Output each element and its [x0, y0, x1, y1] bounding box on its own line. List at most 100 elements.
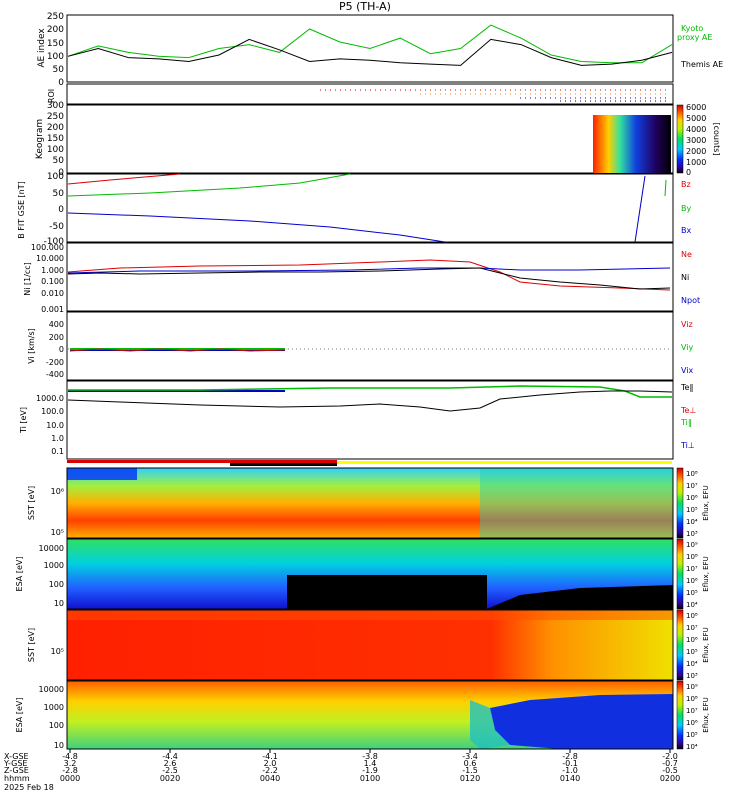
temperature-ytick: 0.1 [51, 447, 64, 456]
time-tick-1: -4.4 2.6 -2.5 0020 [160, 749, 180, 783]
mode-bar-black [230, 463, 337, 466]
sst-i-image [67, 610, 673, 680]
sst-i-ytick: 10⁵ [51, 647, 64, 656]
by-line [67, 173, 351, 197]
tick-hhmm: 0000 [60, 774, 80, 783]
row-label-x-gse: X-GSE [4, 752, 29, 761]
keogram-cbar-tick: 2000 [686, 147, 706, 156]
esa-e-cbar-tick: 10⁶ [686, 577, 698, 585]
esa-e-cbar-tick: 10⁸ [686, 553, 698, 561]
tick-z-gse: -2.8 [62, 766, 78, 775]
keogram-ytick: 200 [47, 123, 64, 133]
esa-e-colorbar [676, 538, 684, 610]
ni-line [67, 267, 671, 290]
bfgm-frame [66, 173, 674, 243]
sst-i-cbar-tick: 10³ [686, 672, 698, 680]
keogram-frame [66, 104, 674, 174]
tick-hhmm: 0200 [660, 774, 680, 783]
tick-z-gse: -0.5 [662, 766, 678, 775]
npot-line [67, 267, 671, 274]
density-yticks: 100.000 10.000 1.000 0.100 0.010 0.001 [31, 243, 64, 314]
ae-ytick: 250 [47, 12, 64, 22]
tick-z-gse: -1.5 [462, 766, 478, 775]
density-ytick: 0.100 [41, 277, 64, 286]
tick-hhmm: 0100 [360, 774, 380, 783]
tick-y-gse: -0.7 [662, 759, 678, 768]
temperature-panel: Ti [eV] 1000.0 100.0 10.0 1.0 0.1 Te‖ Te… [19, 380, 696, 460]
ae-yticks: 250 200 150 100 50 0 [47, 12, 64, 88]
time-tick-3: -3.8 1.4 -1.9 0100 [360, 749, 380, 783]
esa-i-ytick: 100 [49, 721, 64, 730]
esa-i-blue-region [490, 694, 673, 749]
velocity-ylabel: Vi [km/s] [27, 328, 36, 364]
bx-line-late [634, 175, 646, 243]
keogram-ytick: 250 [47, 112, 64, 122]
sst-e-colorbar-label: Eflux, EFU [702, 485, 710, 520]
density-ytick: 0.010 [41, 289, 64, 298]
temperature-ytick: 1.0 [51, 434, 64, 443]
esa-i-cbar-tick: 10⁹ [686, 683, 698, 691]
tick-y-gse: -0.1 [562, 759, 578, 768]
sst-e-cbar-tick: 10⁶ [686, 494, 698, 502]
keogram-image [593, 115, 671, 173]
velocity-yticks: 400 200 0 -200 -400 [46, 320, 64, 379]
sst-i-cbar-tick: 10⁶ [686, 636, 698, 644]
legend-themis-ae: Themis AE [680, 60, 723, 69]
esa-e-black-region [287, 575, 487, 609]
sst-i-ylabel: SST [eV] [27, 628, 36, 662]
tick-hhmm: 0040 [260, 774, 280, 783]
ae-ytick: 150 [47, 39, 64, 49]
keogram-cbar-tick: 6000 [686, 103, 706, 112]
tick-hhmm: 0120 [460, 774, 480, 783]
temperature-ytick: 1000.0 [36, 394, 64, 403]
tick-y-gse: 2.0 [264, 759, 277, 768]
ae-series-line [67, 38, 673, 66]
density-ytick: 0.001 [41, 305, 64, 314]
bfgm-ytick: 100 [47, 172, 64, 182]
esa-e-cbar-tick: 10⁷ [686, 565, 698, 573]
tick-x-gse: -4.1 [262, 752, 278, 761]
density-ytick: 100.000 [31, 243, 64, 252]
by-line-late [664, 179, 667, 197]
sst-i-cbar-tick: 10⁷ [686, 624, 698, 632]
tick-x-gse: -3.4 [462, 752, 478, 761]
keogram-cbar-tick: 3000 [686, 136, 706, 145]
legend-ti-par: Ti‖ [680, 418, 692, 427]
tick-hhmm: 0140 [560, 774, 580, 783]
ae-ytick: 0 [58, 78, 64, 88]
esa-i-cbar-tick: 10⁵ [686, 731, 698, 739]
esa-e-cbar-tick: 10⁹ [686, 541, 698, 549]
density-frame [66, 242, 674, 312]
bfgm-ytick: 50 [53, 189, 65, 199]
sst-e-colorbar [676, 467, 684, 539]
bfgm-ytick: -100 [44, 237, 65, 247]
tick-y-gse: 1.4 [364, 759, 377, 768]
row-label-hhmm: hhmm [4, 774, 30, 783]
esa-i-panel: ESA [eV] 10000 1000 100 10 10⁹ 10⁸ 10⁷ 1… [15, 680, 710, 751]
esa-i-cbar-tick: 10⁴ [686, 743, 698, 751]
sst-e-cbar-tick: 10⁸ [686, 470, 698, 478]
legend-ne: Ne [681, 250, 692, 259]
keogram-cbar-tick: 0 [686, 168, 691, 177]
density-panel: Ni [1/cc] 100.000 10.000 1.000 0.100 0.0… [23, 242, 700, 314]
velocity-ytick: 200 [49, 333, 64, 342]
row-label-date: 2025 Feb 18 [4, 783, 54, 792]
velocity-panel: Vi [km/s] 400 200 0 -200 -400 Viz Viy Vi… [27, 311, 694, 381]
esa-e-ytick: 1000 [44, 561, 64, 570]
time-tick-6: -2.0 -0.7 -0.5 0200 [660, 749, 680, 783]
ae-series-line [67, 24, 673, 64]
tick-x-gse: -3.8 [362, 752, 378, 761]
ae-ytick: 50 [53, 65, 65, 75]
keogram-colorbar [676, 104, 684, 174]
ae-ytick: 200 [47, 25, 64, 35]
keogram-ytick: 150 [47, 134, 64, 144]
sst-i-cbar-tick: 10⁵ [686, 648, 698, 656]
sst-e-panel: SST [eV] 10⁶ 10⁵ 10⁸ 10⁷ 10⁶ 10⁵ 10⁴ 10³… [27, 467, 710, 539]
esa-e-late-black [487, 585, 673, 609]
time-tick-4: -3.4 0.6 -1.5 0120 [460, 749, 480, 783]
ae-ylabel: AE index [37, 28, 47, 68]
legend-te-perp: Te⊥ [680, 406, 696, 415]
velocity-ytick: 400 [49, 320, 64, 329]
ae-ytick: 100 [47, 52, 64, 62]
sst-e-ytick: 10⁵ [51, 528, 64, 537]
